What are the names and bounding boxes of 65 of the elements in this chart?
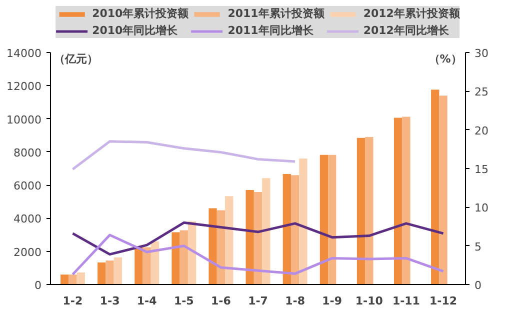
y2-tick-label: 15 — [474, 163, 488, 176]
y-tick-label: 6000 — [14, 180, 42, 193]
x-tick-label: 1-9 — [322, 294, 342, 308]
bar — [262, 178, 270, 284]
x-tick-label: 1-12 — [430, 294, 458, 308]
legend-label: 2012年累计投资额 — [363, 6, 460, 21]
bar — [134, 246, 143, 284]
bar — [365, 137, 374, 284]
bar — [172, 232, 180, 284]
legend-label: 2010年累计投资额 — [92, 6, 189, 21]
line-series — [71, 221, 445, 256]
y-tick-label: 8000 — [14, 146, 42, 160]
bar — [282, 174, 291, 284]
bar — [439, 96, 448, 284]
bar — [394, 118, 402, 284]
bar — [114, 257, 122, 284]
bar — [328, 154, 336, 284]
line-series — [71, 140, 296, 171]
bar — [98, 262, 106, 284]
bar — [402, 116, 410, 284]
x-tick-label: 1-2 — [62, 294, 83, 308]
y-tick-label: 12000 — [6, 80, 42, 94]
bar — [60, 274, 69, 284]
bar — [320, 154, 328, 284]
x-tick-label: 1-10 — [355, 294, 384, 308]
bar — [216, 210, 226, 284]
x-tick-label: 1-8 — [285, 294, 305, 308]
x-tick-label: 1-7 — [248, 294, 268, 308]
bar — [208, 208, 217, 284]
bar — [68, 274, 77, 284]
bar — [356, 138, 366, 284]
bar — [106, 260, 114, 284]
y2-tick-label: 20 — [474, 124, 488, 138]
bar — [431, 90, 440, 284]
y2-tick-label: 25 — [474, 86, 488, 99]
bar — [290, 175, 300, 284]
bar — [254, 192, 262, 284]
legend-label: 2010年同比增长 — [92, 23, 178, 38]
x-tick-label: 1-5 — [174, 294, 194, 308]
bar — [142, 247, 151, 284]
bar — [225, 196, 234, 284]
bar — [180, 230, 188, 284]
x-tick-label: 1-4 — [136, 294, 158, 308]
y-tick-label: 4000 — [14, 212, 42, 226]
y-tick-label: 2000 — [14, 246, 42, 259]
y2-axis-title: （%） — [428, 52, 462, 66]
line-series — [71, 234, 445, 276]
bar — [246, 190, 254, 284]
y-tick-label: 14000 — [6, 47, 42, 60]
y2-tick-label: 5 — [474, 240, 482, 254]
y2-tick-label: 10 — [474, 202, 488, 215]
bar — [76, 272, 85, 284]
y-tick-label: 10000 — [6, 113, 42, 126]
y-axis-title: （亿元） — [54, 52, 98, 66]
legend-label: 2011年同比增长 — [228, 23, 314, 38]
y2-tick-label: 30 — [474, 47, 488, 60]
y2-tick-label: 0 — [474, 279, 482, 292]
bar — [150, 241, 160, 284]
legend-label: 2011年累计投资额 — [228, 6, 324, 21]
x-tick-label: 1-6 — [211, 294, 232, 308]
bar — [299, 158, 308, 284]
x-tick-label: 1-11 — [392, 294, 420, 308]
x-tick-label: 1-3 — [100, 294, 120, 308]
y-tick-label: 0 — [34, 279, 42, 292]
legend-label: 2012年同比增长 — [363, 23, 449, 38]
